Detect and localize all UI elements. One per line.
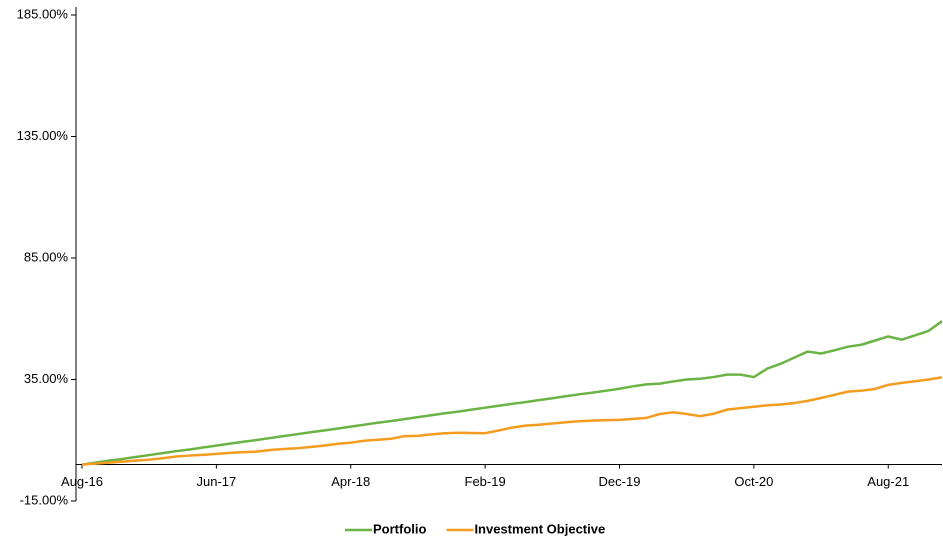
- x-tick-label: Apr-18: [331, 474, 370, 489]
- x-tick-label: Aug-21: [867, 474, 909, 489]
- x-tick-label: Oct-20: [734, 474, 773, 489]
- y-tick-label: 185.00%: [17, 6, 69, 21]
- x-tick-label: Feb-19: [465, 474, 506, 489]
- legend: Portfolio Investment Objective: [345, 521, 605, 536]
- y-tick-label: 35.00%: [24, 371, 69, 386]
- x-tick-label: Dec-19: [599, 474, 641, 489]
- legend-label: Investment Objective: [474, 521, 605, 536]
- series-line: [81, 376, 943, 466]
- legend-label: Portfolio: [373, 521, 426, 536]
- y-tick-label: 85.00%: [24, 249, 69, 264]
- x-tick-label: Aug-16: [61, 474, 103, 489]
- x-tick-label: Jun-17: [197, 474, 237, 489]
- y-tick-label: -15.00%: [20, 492, 69, 507]
- series-line: [81, 320, 943, 466]
- y-tick-label: 135.00%: [17, 128, 69, 143]
